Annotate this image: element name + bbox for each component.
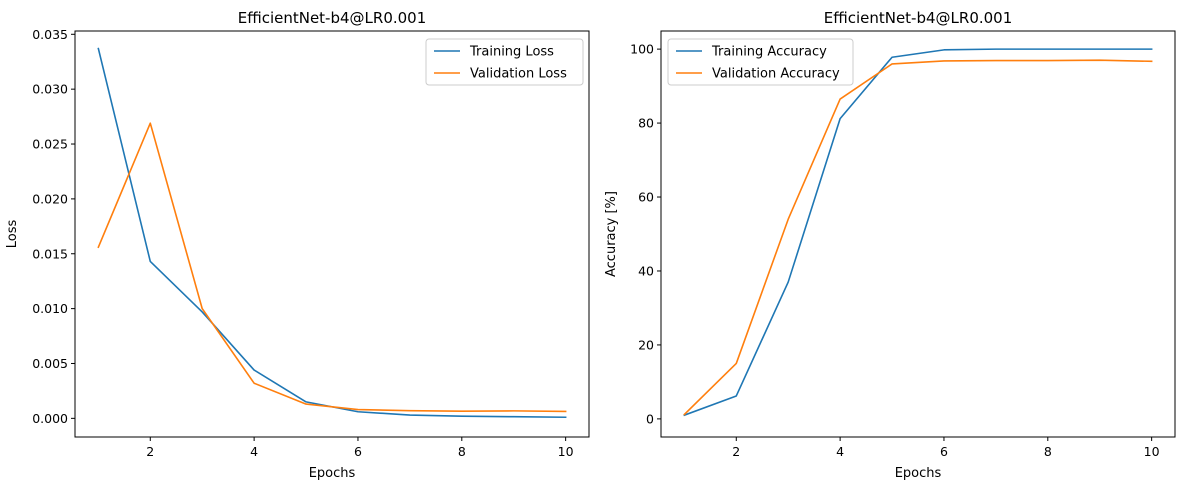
accuracy-legend-label: Training Accuracy (711, 45, 827, 60)
loss-y-tick-label: 0.035 (32, 27, 68, 42)
accuracy-x-tick-label: 10 (1144, 444, 1160, 459)
loss-chart-title: EfficientNet-b4@LR0.001 (238, 9, 427, 27)
loss-x-axis-label: Epochs (309, 466, 356, 481)
accuracy-x-tick-label: 6 (940, 444, 948, 459)
accuracy-y-tick-label: 60 (638, 190, 654, 205)
loss-x-tick-label: 10 (558, 444, 574, 459)
accuracy-chart-title: EfficientNet-b4@LR0.001 (824, 9, 1013, 27)
accuracy-legend-label: Validation Accuracy (712, 67, 840, 82)
accuracy-y-axis-label: Accuracy [%] (604, 191, 619, 277)
accuracy-x-tick-label: 2 (732, 444, 740, 459)
loss-legend-label: Validation Loss (470, 67, 567, 82)
loss-series-line-training (97, 47, 567, 419)
accuracy-x-tick-label: 8 (1044, 444, 1052, 459)
accuracy-y-tick-label: 0 (646, 411, 654, 426)
loss-y-tick-label: 0.020 (32, 191, 68, 206)
loss-y-tick-label: 0.005 (32, 356, 68, 371)
accuracy-legend: Training Accuracy Validation Accuracy (667, 38, 854, 86)
loss-plot-frame (74, 30, 590, 438)
loss-y-axis-label: Loss (5, 220, 20, 249)
loss-y-tick-label: 0.000 (32, 411, 68, 426)
accuracy-y-tick-label: 80 (638, 116, 654, 131)
accuracy-y-tick-label: 40 (638, 263, 654, 278)
accuracy-series-line-validation (683, 59, 1153, 416)
loss-chart: EfficientNet-b4@LR0.001 2 4 6 8 10 0.000 0.005 0… (5, 9, 590, 481)
loss-y-tick-label: 0.010 (32, 301, 68, 316)
accuracy-y-tick-label: 100 (630, 42, 654, 57)
loss-y-tick-label: 0.025 (32, 137, 68, 152)
accuracy-series-line-training (683, 48, 1153, 417)
loss-legend-label: Training Loss (469, 45, 554, 60)
loss-x-tick-label: 4 (250, 444, 258, 459)
loss-x-tick-label: 6 (354, 444, 362, 459)
accuracy-y-tick-label: 20 (638, 337, 654, 352)
accuracy-x-axis-label: Epochs (895, 466, 942, 481)
loss-legend: Training Loss Validation Loss (425, 38, 584, 86)
accuracy-x-tick-label: 4 (836, 444, 844, 459)
accuracy-plot-frame (660, 30, 1176, 438)
loss-y-tick-label: 0.030 (32, 82, 68, 97)
accuracy-legend-box (667, 38, 854, 86)
loss-series-line-validation (97, 122, 567, 413)
loss-x-tick-label: 2 (146, 444, 154, 459)
loss-legend-box (425, 38, 584, 86)
loss-y-tick-label: 0.015 (32, 246, 68, 261)
loss-x-tick-label: 8 (458, 444, 466, 459)
